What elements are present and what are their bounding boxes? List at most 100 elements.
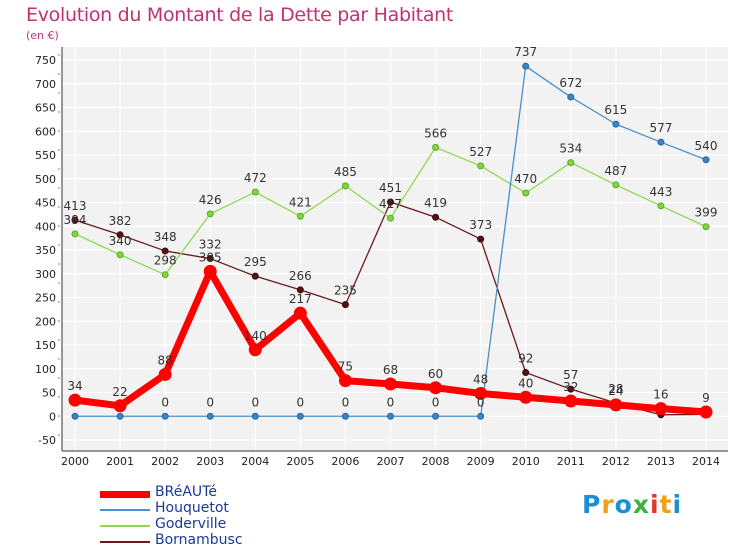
logo-letter: i — [650, 490, 660, 519]
data-point — [203, 264, 217, 278]
legend-swatch — [100, 541, 150, 543]
data-point — [387, 214, 394, 222]
data-label: 399 — [695, 206, 718, 220]
legend-swatch — [100, 509, 150, 511]
y-tick-label: 750 — [35, 54, 56, 67]
data-label: 566 — [424, 126, 447, 140]
data-point — [522, 369, 530, 377]
legend-label: Bornambusc — [155, 532, 243, 548]
data-label: 472 — [244, 171, 267, 185]
data-label: 527 — [469, 145, 492, 159]
data-label: 0 — [251, 395, 259, 409]
data-point — [612, 181, 620, 189]
x-tick-label: 2007 — [377, 455, 405, 468]
data-label: 0 — [297, 395, 305, 409]
data-label: 140 — [244, 329, 267, 343]
data-label: 487 — [604, 164, 627, 178]
data-label: 295 — [244, 255, 267, 269]
data-label: 615 — [604, 103, 627, 117]
proxiti-logo: Proxiti — [582, 490, 682, 519]
data-point — [206, 210, 214, 218]
data-label: 540 — [695, 139, 718, 153]
data-label: 672 — [559, 76, 582, 90]
chart-subtitle: (en €) — [26, 29, 59, 42]
data-label: 419 — [424, 196, 447, 210]
data-point — [519, 390, 533, 404]
y-tick-label: 0 — [49, 410, 56, 423]
data-label: 0 — [477, 395, 485, 409]
data-label: 57 — [563, 368, 578, 382]
x-tick-label: 2003 — [196, 455, 224, 468]
logo-letter: r — [601, 490, 615, 519]
logo-letter: i — [672, 490, 683, 519]
data-point — [387, 198, 394, 206]
data-point — [384, 377, 397, 391]
data-label: 485 — [334, 165, 357, 179]
data-label: 413 — [64, 199, 87, 213]
data-point — [71, 230, 79, 238]
data-label: 737 — [514, 45, 537, 59]
y-tick-label: 400 — [35, 220, 56, 233]
logo-letter: o — [614, 490, 633, 519]
data-label: 235 — [334, 284, 357, 298]
data-label: 92 — [518, 352, 533, 366]
data-point — [68, 393, 82, 407]
data-point — [609, 398, 623, 412]
data-label: 348 — [154, 230, 177, 244]
y-tick-label: 550 — [35, 149, 56, 162]
data-label: 24 — [608, 384, 623, 398]
x-tick-label: 2013 — [647, 455, 675, 468]
data-point — [567, 93, 575, 101]
y-tick-label: 300 — [35, 268, 56, 281]
y-tick-label: 100 — [35, 363, 56, 376]
data-point — [432, 213, 440, 221]
data-point — [477, 162, 485, 170]
data-label: 417 — [379, 197, 402, 211]
logo-letter: t — [659, 490, 673, 519]
data-point — [699, 405, 713, 419]
data-label: 373 — [469, 218, 492, 232]
data-label: 421 — [289, 195, 312, 209]
data-label: 22 — [112, 385, 127, 399]
data-point — [293, 306, 307, 320]
data-point — [248, 343, 262, 357]
data-label: 534 — [559, 142, 582, 156]
data-point — [296, 212, 304, 220]
data-point — [338, 374, 352, 388]
x-tick-label: 2001 — [106, 455, 134, 468]
data-label: 88 — [158, 353, 173, 367]
y-tick-label: 500 — [35, 173, 56, 186]
data-point — [206, 255, 214, 263]
legend-label: Houquetot — [155, 500, 229, 516]
data-point — [161, 271, 169, 279]
data-label: 0 — [161, 395, 169, 409]
x-tick-label: 2012 — [602, 455, 630, 468]
y-tick-label: 700 — [35, 78, 56, 91]
data-point — [612, 120, 620, 128]
x-tick-label: 2004 — [241, 455, 269, 468]
data-point — [161, 412, 169, 420]
y-tick-label: 250 — [35, 292, 56, 305]
legend-swatch — [100, 490, 150, 498]
data-label: 40 — [518, 376, 533, 390]
data-point — [702, 223, 710, 231]
data-point — [477, 235, 485, 243]
data-point — [251, 272, 259, 280]
legend-label: BRéAUTé — [155, 484, 217, 500]
data-label: 0 — [342, 395, 350, 409]
data-point — [567, 159, 575, 167]
data-label: 266 — [289, 269, 312, 283]
legend-label: Goderville — [155, 516, 227, 532]
y-tick-label: 200 — [35, 315, 56, 328]
data-point — [657, 138, 665, 146]
data-label: 68 — [383, 363, 398, 377]
data-point — [567, 385, 575, 393]
x-tick-label: 2000 — [61, 455, 89, 468]
data-point — [296, 412, 304, 420]
data-point — [158, 367, 172, 381]
data-point — [341, 412, 349, 420]
data-point — [341, 301, 349, 309]
x-tick-label: 2008 — [422, 455, 450, 468]
data-point — [474, 386, 488, 400]
